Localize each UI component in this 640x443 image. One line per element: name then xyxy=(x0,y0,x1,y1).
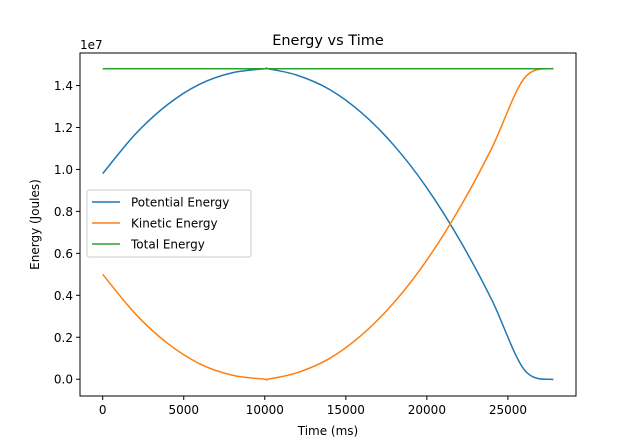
y-tick-label: 0.0 xyxy=(54,373,73,387)
plot-area xyxy=(79,52,577,397)
y-tick-label: 1.0 xyxy=(54,163,73,177)
legend-items: Potential Energy Kinetic Energy Total Ener… xyxy=(92,196,229,252)
y-axis-ticks: 0.0 0.2 0.4 0.6 0.8 1.0 1.2 1.4 xyxy=(54,79,80,387)
y-tick-label: 1.2 xyxy=(54,121,73,135)
x-tick-label: 0 xyxy=(99,403,107,417)
legend-box xyxy=(86,189,252,258)
y-tick-label: 0.4 xyxy=(54,289,73,303)
y-tick-label: 0.2 xyxy=(54,331,73,345)
series-line-kinetic-energy xyxy=(102,67,554,381)
x-tick-label: 10000 xyxy=(246,403,284,417)
legend-label-potential-energy: Potential Energy xyxy=(131,196,229,210)
x-axis-ticks: 0 5000 10000 15000 20000 25000 xyxy=(99,396,527,417)
legend-label-kinetic-energy: Kinetic Energy xyxy=(131,217,218,231)
x-tick-label: 20000 xyxy=(408,403,446,417)
series-layer xyxy=(102,67,554,381)
legend-label-total-energy: Total Energy xyxy=(130,238,205,252)
x-axis-label: Time (ms) xyxy=(297,424,359,438)
y-tick-label: 0.8 xyxy=(54,205,73,219)
y-tick-label: 0.6 xyxy=(54,247,73,261)
legend: Potential Energy Kinetic Energy Total Ener… xyxy=(86,189,252,258)
y-axis-label: Energy (Joules) xyxy=(28,179,42,270)
y-offset-label: 1e7 xyxy=(80,38,103,52)
plot-frame xyxy=(79,52,577,397)
x-tick-label: 25000 xyxy=(489,403,527,417)
series-line-potential-energy xyxy=(102,67,554,381)
chart-title: Energy vs Time xyxy=(272,33,384,49)
x-tick-label: 15000 xyxy=(327,403,365,417)
x-tick-label: 5000 xyxy=(168,403,199,417)
y-tick-label: 1.4 xyxy=(54,79,73,93)
